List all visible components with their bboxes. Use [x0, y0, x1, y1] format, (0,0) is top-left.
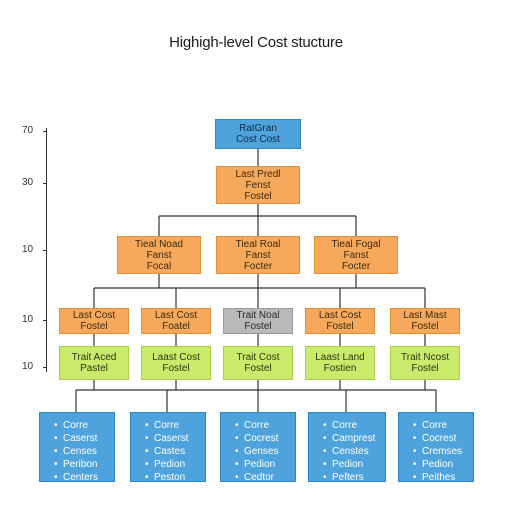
leaf-item: Caserst [54, 432, 114, 445]
level2-node-2: Tieal Roal Fanst Focter [216, 236, 300, 274]
level2-node-3: Tieal Fogal Fanst Focter [314, 236, 398, 274]
node-text: Fostel [80, 321, 108, 332]
node-text: Last Cost [154, 310, 198, 321]
leaf-item: Camprest [323, 432, 385, 445]
axis-tick-label: 10 [22, 361, 34, 372]
node-text: Focal [146, 260, 172, 272]
level3-node-1: Last Cost Fostel [59, 308, 129, 334]
node-text: Foatel [162, 321, 190, 332]
leaf-item: Corre [54, 419, 114, 432]
node-text: Focter [243, 260, 273, 272]
leaf-item: Cedtor [235, 471, 295, 484]
level4-node-3: Trait Cost Fostel [223, 346, 293, 380]
axis-tick [43, 250, 47, 251]
level3-node-5: Last Mast Fostel [390, 308, 460, 334]
level4-node-5: Trait Ncost Fostel [390, 346, 460, 380]
leaf-item: Pedion [235, 458, 295, 471]
leaf-list: Corre Cocrest Cremses Pedion Peithes [413, 419, 473, 484]
leaf-item: Castes [145, 445, 205, 458]
leaf-box-1: Corre Caserst Censes Peribon Centers [39, 412, 115, 484]
leaf-item: Peithes [413, 471, 473, 484]
leaf-item: Cocrest [413, 432, 473, 445]
node-text: Fostel [244, 363, 272, 374]
axis-tick [43, 320, 47, 321]
level3-node-2: Last Cost Foatel [141, 308, 211, 334]
level4-node-2: Laast Cost Fostel [141, 346, 211, 380]
leaf-item: Censtes [323, 445, 385, 458]
leaf-list: Corre Caserst Castes Pedion Peston [145, 419, 205, 484]
node-text: Fostel [411, 321, 439, 332]
node-text: Fostel [244, 321, 272, 332]
leaf-item: Cremses [413, 445, 473, 458]
leaf-list: Corre Cocrest Genses Pedion Cedtor [235, 419, 295, 484]
level3-node-3: Trait Noal Fostel [223, 308, 293, 334]
leaf-box-2: Corre Caserst Castes Pedion Peston [130, 412, 206, 484]
node-text: Last Mast [403, 310, 447, 321]
node-text: Fostel [411, 363, 439, 374]
node-text: RatGran [239, 123, 277, 134]
leaf-item: Corre [413, 419, 473, 432]
node-text: Trait Ncost [401, 352, 449, 363]
node-text: Fostel [244, 190, 272, 202]
root-node: RatGran Cost Cost [215, 119, 301, 149]
level3-node-4: Last Cost Fostel [305, 308, 375, 334]
axis-tick-label: 30 [22, 177, 34, 188]
node-text: Fanst [245, 249, 271, 261]
node-text: Fanst [146, 249, 172, 261]
node-text: Fostien [323, 363, 357, 374]
leaf-item: Corre [145, 419, 205, 432]
node-text: Pastel [80, 363, 108, 374]
level1-node: Last Predl Fenst Fostel [216, 166, 300, 204]
level4-node-4: Laast Land Fostien [305, 346, 375, 380]
leaf-item: Corre [235, 419, 295, 432]
leaf-item: Censes [54, 445, 114, 458]
node-text: Tieal Noad [135, 238, 183, 250]
leaf-list: Corre Caserst Censes Peribon Centers [54, 419, 114, 484]
axis-tick [43, 131, 47, 132]
node-text: Last Cost [318, 310, 362, 321]
axis-tick [43, 183, 47, 184]
leaf-item: Pefters [323, 471, 385, 484]
node-text: Trait Aced [71, 352, 117, 363]
node-text: Trait Noal [236, 310, 280, 321]
axis-tick-label: 10 [22, 244, 34, 255]
node-text: Fostel [326, 321, 354, 332]
leaf-item: Genses [235, 445, 295, 458]
leaf-item: Peribon [54, 458, 114, 471]
leaf-item: Corre [323, 419, 385, 432]
leaf-item: Peston [145, 471, 205, 484]
leaf-box-3: Corre Cocrest Genses Pedion Cedtor [220, 412, 296, 484]
axis-tick-label: 10 [22, 314, 34, 325]
diagram-title: Highigh-level Cost stucture [169, 34, 343, 51]
leaf-item: Centers [54, 471, 114, 484]
leaf-item: Caserst [145, 432, 205, 445]
node-text: Laast Cost [152, 352, 200, 363]
axis-tick [43, 367, 47, 368]
axis-tick-label: 70 [22, 125, 34, 136]
leaf-box-5: Corre Cocrest Cremses Pedion Peithes [398, 412, 474, 484]
node-text: Fostel [162, 363, 190, 374]
leaf-item: Pedion [413, 458, 473, 471]
node-text: Cost Cost [236, 134, 280, 145]
node-text: Tieal Roal [235, 238, 281, 250]
node-text: Last Predl [235, 168, 281, 180]
leaf-item: Cocrest [235, 432, 295, 445]
node-text: Laast Land [315, 352, 365, 363]
leaf-item: Pedion [323, 458, 385, 471]
node-text: Tieal Fogal [331, 238, 381, 250]
leaf-list: Corre Camprest Censtes Pedion Pefters [323, 419, 385, 484]
node-text: Last Cost [72, 310, 116, 321]
node-text: Trait Cost [236, 352, 280, 363]
level2-node-1: Tieal Noad Fanst Focal [117, 236, 201, 274]
level4-node-1: Trait Aced Pastel [59, 346, 129, 380]
leaf-box-4: Corre Camprest Censtes Pedion Pefters [308, 412, 386, 484]
node-text: Fenst [245, 179, 271, 191]
node-text: Focter [341, 260, 371, 272]
leaf-item: Pedion [145, 458, 205, 471]
node-text: Fanst [343, 249, 369, 261]
